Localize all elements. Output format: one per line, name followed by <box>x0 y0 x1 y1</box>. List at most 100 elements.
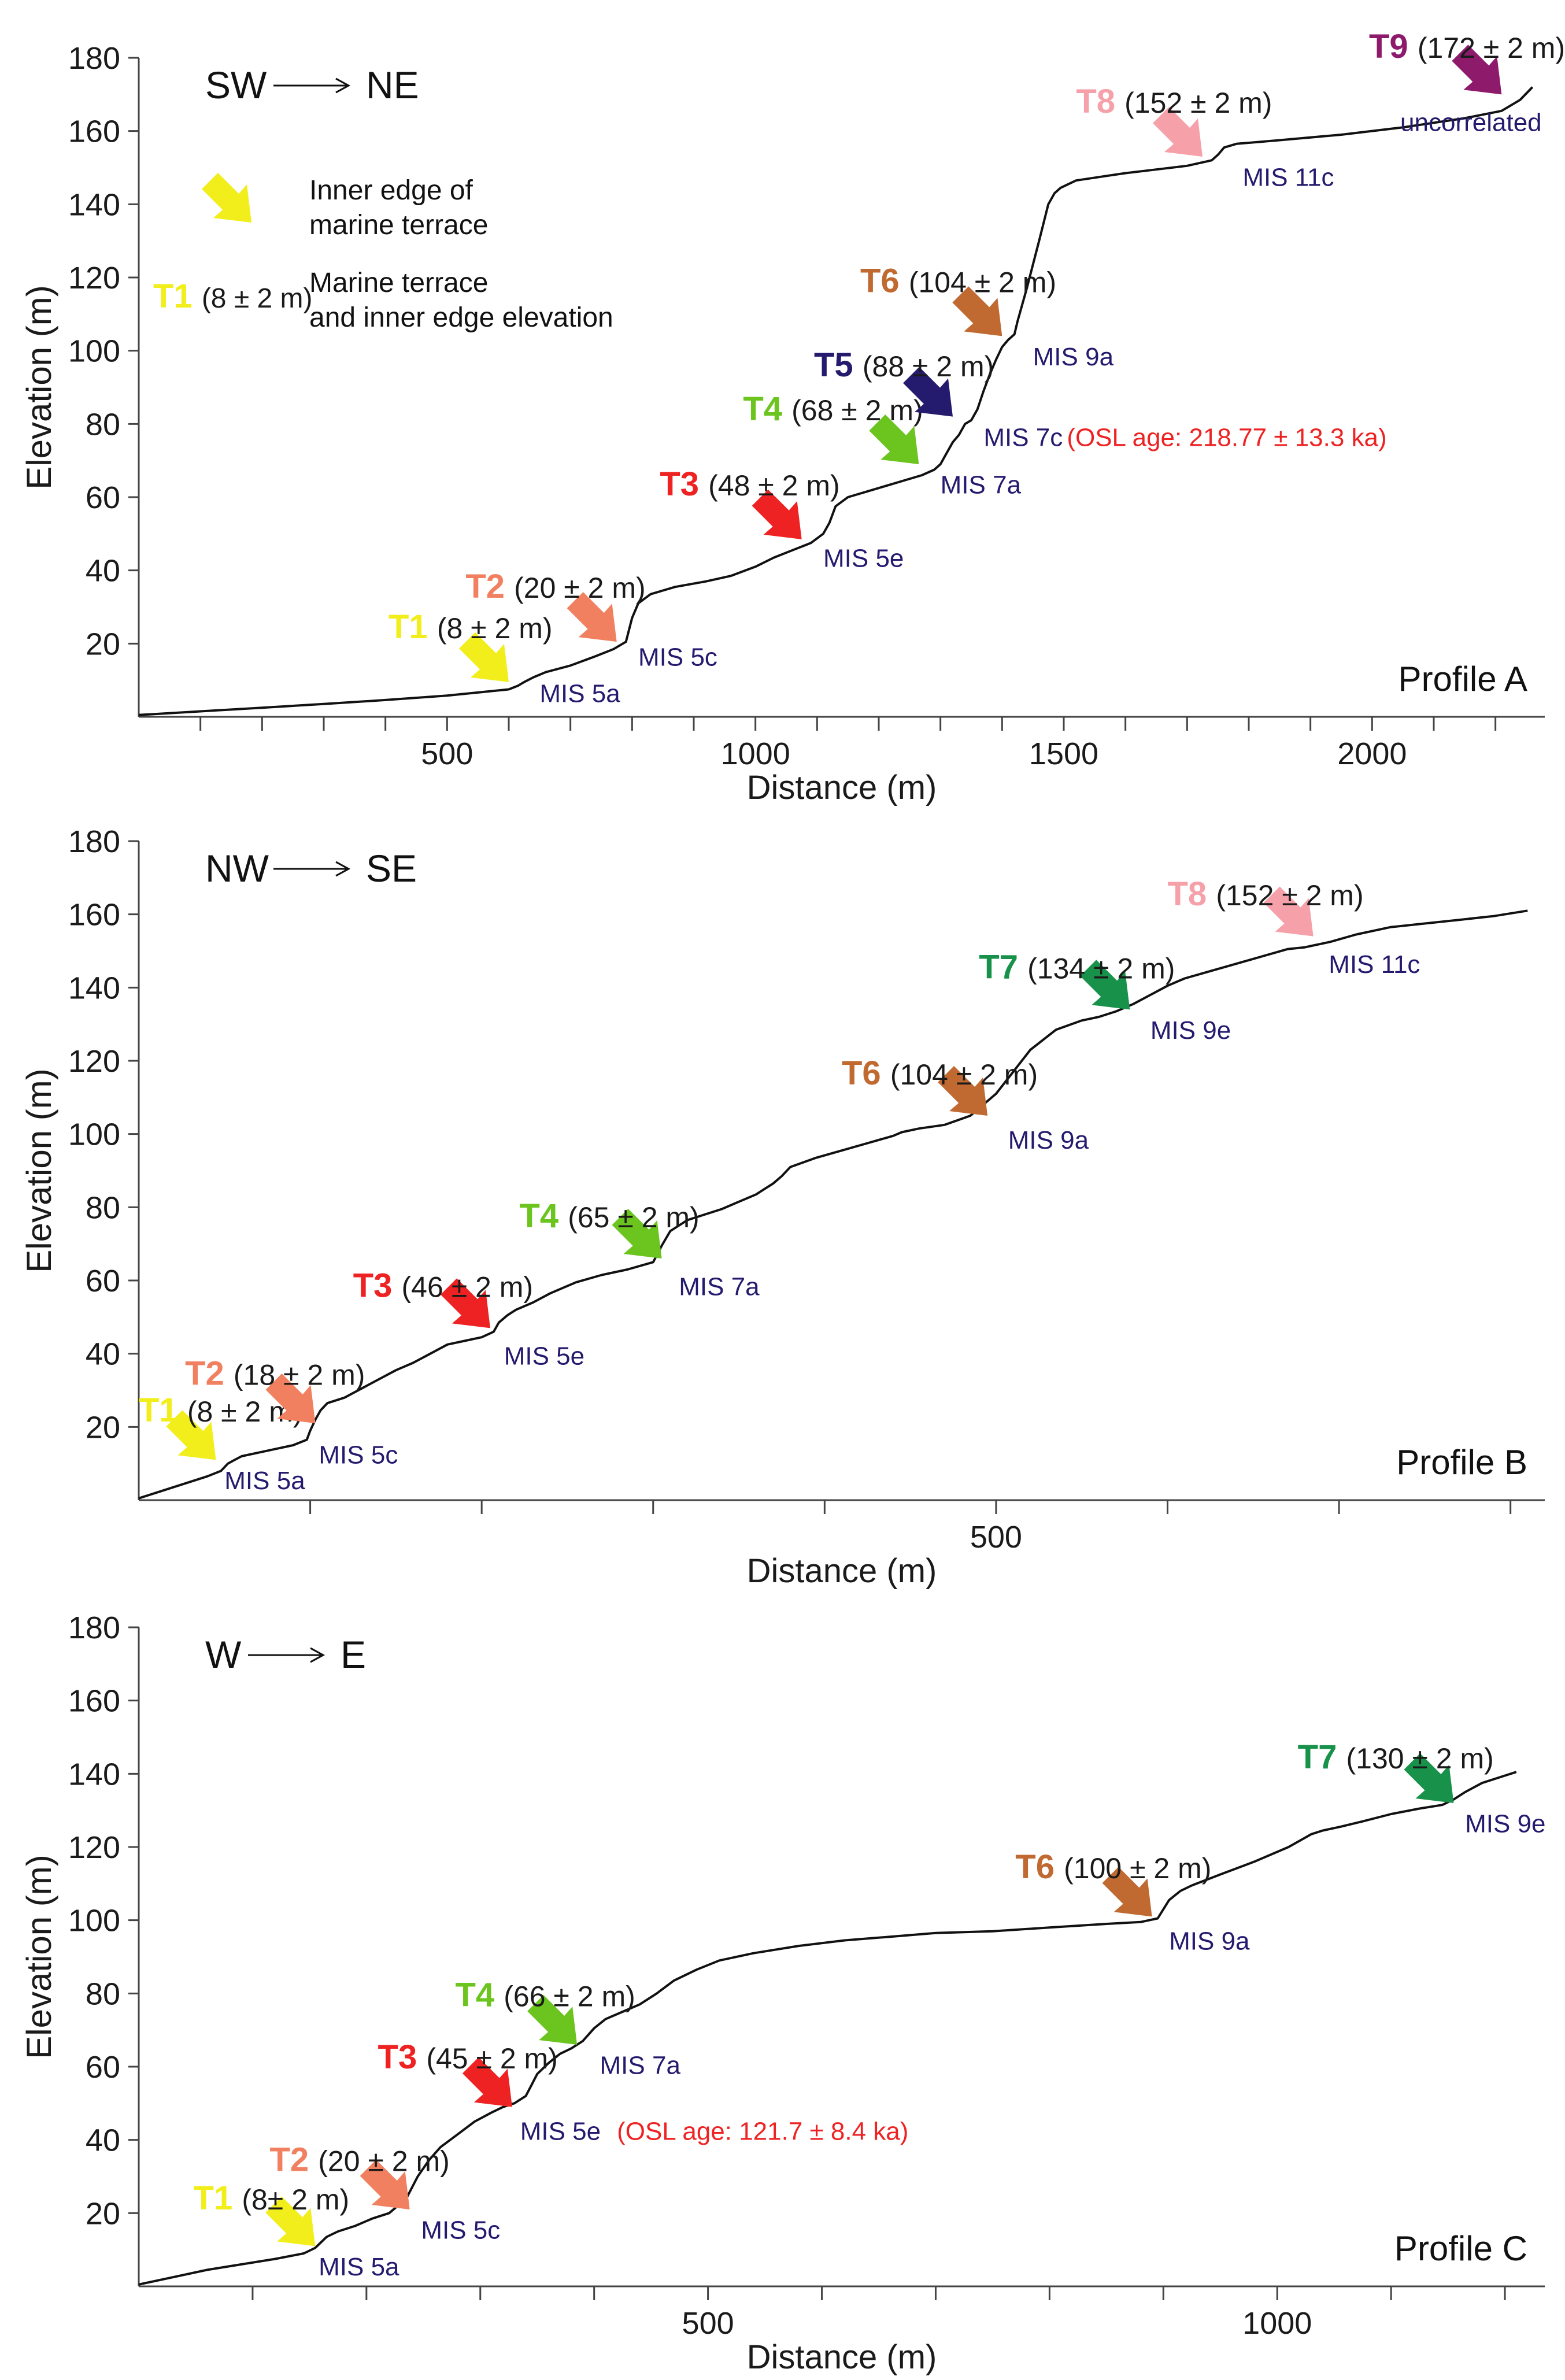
y-tick-label: 140 <box>68 1757 120 1792</box>
terrace-elevation: (65 ± 2 m) <box>568 1201 699 1234</box>
terrace-name: T2 <box>185 1355 234 1393</box>
mis-label: MIS 7c <box>983 423 1063 451</box>
terrace-elevation: (100 ± 2 m) <box>1064 1852 1211 1885</box>
terrace-arrow-icon <box>1452 45 1502 95</box>
terrace-t8: T8 (152 ± 2 m) MIS 11c <box>1076 83 1334 192</box>
direction-from: NW <box>205 847 269 890</box>
terrace-t4: T4 (68 ± 2 m) MIS 7a <box>743 390 1021 499</box>
legend-sample-name: T1 <box>153 277 202 315</box>
terrace-t6: T6 (100 ± 2 m) MIS 9a <box>1015 1848 1250 1956</box>
terrace-label: T4 (66 ± 2 m) <box>455 1976 635 2014</box>
terrace-elevation: (45 ± 2 m) <box>426 2042 558 2075</box>
y-tick-label: 60 <box>86 480 120 515</box>
terrace-label: T2 (20 ± 2 m) <box>269 2141 449 2179</box>
terrace-label: T6 (104 ± 2 m) <box>842 1054 1038 1092</box>
terrace-name: T1 <box>389 608 437 646</box>
legend-sample-value: (8 ± 2 m) <box>202 283 313 314</box>
terrace-elevation: (104 ± 2 m) <box>909 266 1056 298</box>
y-tick-label: 80 <box>86 1976 120 2011</box>
mis-label: MIS 9a <box>1033 343 1114 371</box>
terrace-label: T9 (172 ± 2 m) <box>1369 28 1565 65</box>
osl-age-annotation: (OSL age: 218.77 ± 13.3 ka) <box>1067 423 1386 451</box>
terrace-t2: T2 (20 ± 2 m) MIS 5c <box>465 568 717 671</box>
terrace-name: T1 <box>194 2179 242 2217</box>
terrace-label: T1 (8 ± 2 m) <box>139 1391 303 1429</box>
terrace-label: T3 (45 ± 2 m) <box>378 2038 558 2076</box>
legend-arrow-label: Inner edge of <box>309 175 473 206</box>
y-axis-label: Elevation (m) <box>20 1855 58 2059</box>
terrace-name: T6 <box>842 1054 890 1092</box>
terrace-label: T1 (8 ± 2 m) <box>389 608 553 646</box>
terrace-label: T5 (88 ± 2 m) <box>814 346 994 384</box>
direction-to: SE <box>366 847 417 890</box>
panel-label: Profile B <box>1396 1443 1527 1482</box>
terrace-arrow-icon <box>1153 107 1203 157</box>
terrace-t5: T5 (88 ± 2 m) MIS 7c <box>814 346 1063 451</box>
x-tick-label: 1000 <box>1242 2306 1312 2341</box>
x-tick-label: 500 <box>682 2306 734 2341</box>
terrace-label: T3 (48 ± 2 m) <box>660 465 839 503</box>
direction-indicator: NW SE <box>205 847 417 890</box>
terrace-t8: T8 (152 ± 2 m) MIS 11c <box>1168 875 1420 979</box>
terrace-arrow-icon <box>1080 960 1130 1010</box>
direction-to: E <box>341 1633 366 1676</box>
x-axis-label: Distance (m) <box>747 769 937 806</box>
y-tick-label: 40 <box>86 1337 120 1372</box>
terrace-arrow-icon <box>462 2057 512 2107</box>
terrace-elevation: (152 ± 2 m) <box>1124 87 1272 119</box>
panel-label: Profile C <box>1394 2229 1527 2268</box>
direction-arrow-head <box>335 77 351 94</box>
mis-label: MIS 5c <box>638 643 717 671</box>
terrace-t3: T3 (46 ± 2 m) MIS 5e <box>353 1267 584 1371</box>
y-tick-label: 160 <box>68 898 120 932</box>
terrace-name: T5 <box>814 346 863 384</box>
direction-from: W <box>205 1633 242 1676</box>
terrace-t3: T3 (48 ± 2 m) MIS 5e <box>660 465 904 573</box>
panel-profile-b: 20 40 60 80 100 120 140 160 180 Elevation (m) 500 D… <box>20 824 1545 1590</box>
terrace-t2: T2 (20 ± 2 m) MIS 5c <box>269 2141 500 2245</box>
terrace-arrow-icon <box>360 2160 410 2209</box>
terrace-arrow-icon <box>869 414 919 464</box>
terrace-label: T8 (152 ± 2 m) <box>1168 875 1364 913</box>
terrace-elevation: (8± 2 m) <box>242 2183 349 2216</box>
terrace-arrow-icon <box>527 1995 578 2045</box>
mis-label: MIS 9a <box>1169 1927 1250 1955</box>
y-tick-label: 180 <box>68 41 120 76</box>
terrace-name: T3 <box>353 1267 402 1305</box>
terrace-arrow-icon <box>952 286 1002 336</box>
terrace-label: T7 (134 ± 2 m) <box>979 949 1175 986</box>
terrace-arrow-icon <box>441 1278 490 1328</box>
y-tick-label: 20 <box>86 2196 120 2231</box>
y-tick-label: 180 <box>68 824 120 859</box>
y-tick-label: 140 <box>68 971 120 1005</box>
terrace-elevation: (134 ± 2 m) <box>1027 953 1175 985</box>
mis-label: MIS 9a <box>1008 1126 1089 1154</box>
mis-label: MIS 9e <box>1150 1016 1231 1045</box>
y-tick-label: 60 <box>86 1264 120 1298</box>
direction-indicator: SW NE <box>205 64 419 106</box>
y-tick-label: 140 <box>68 187 120 222</box>
terrace-name: T6 <box>860 262 909 299</box>
terrace-arrow-icon <box>459 632 509 682</box>
y-tick-label: 180 <box>68 1611 120 1645</box>
terrace-name: T4 <box>743 390 791 428</box>
terrace-label: T2 (18 ± 2 m) <box>185 1355 365 1393</box>
terrace-t1: T1 (8 ± 2 m) MIS 5a <box>389 608 620 708</box>
terrace-name: T9 <box>1369 28 1418 65</box>
mis-label: MIS 5c <box>319 1441 398 1470</box>
terrace-name: T8 <box>1168 875 1216 913</box>
elevation-profile-line <box>138 909 1528 1500</box>
y-tick-label: 60 <box>86 2050 120 2085</box>
terrace-t1: T1 (8± 2 m) MIS 5a <box>194 2179 400 2281</box>
terrace-arrow-icon <box>938 1066 988 1116</box>
terrace-name: T2 <box>465 568 514 605</box>
direction-from: SW <box>205 64 267 106</box>
x-tick-label: 1000 <box>721 736 790 771</box>
terrace-elevation: (172 ± 2 m) <box>1418 32 1565 64</box>
terrace-name: T7 <box>979 949 1027 986</box>
y-tick-label: 120 <box>68 1044 120 1079</box>
legend-sample-text: Marine terrace <box>309 268 488 298</box>
y-tick-label: 80 <box>86 407 120 442</box>
x-axis-label: Distance (m) <box>747 2338 937 2376</box>
terrace-t7: T7 (134 ± 2 m) MIS 9e <box>979 949 1231 1045</box>
